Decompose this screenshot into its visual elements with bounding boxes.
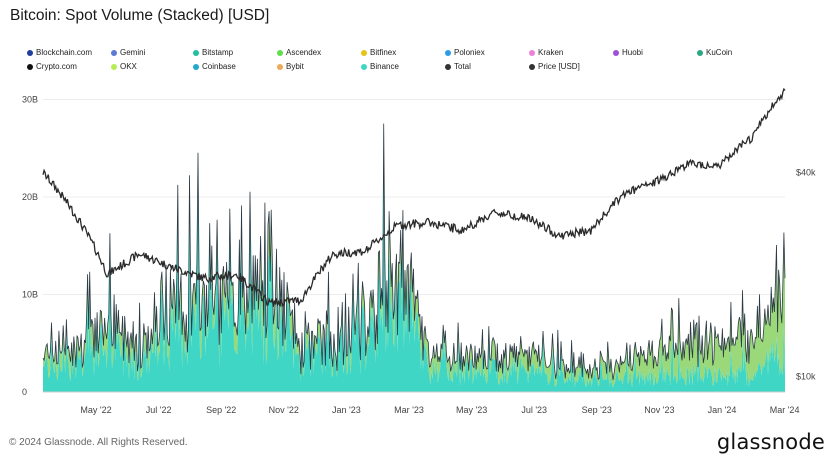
legend-dot-icon xyxy=(361,49,367,56)
series-others-area xyxy=(43,123,785,388)
legend-dot-icon xyxy=(27,49,33,56)
legend-item[interactable]: Huobi xyxy=(613,48,643,57)
legend-dot-icon xyxy=(445,49,451,56)
copyright-text: © 2024 Glassnode. All Rights Reserved. xyxy=(9,437,188,448)
legend-label: Kraken xyxy=(538,48,564,57)
x-tick-label: Mar '24 xyxy=(770,405,800,415)
legend-item[interactable]: Price [USD] xyxy=(529,62,580,71)
legend-label: Ascendex xyxy=(286,48,322,57)
legend-dot-icon xyxy=(193,49,199,56)
legend-dot-icon xyxy=(697,49,703,56)
legend-label: OKX xyxy=(120,62,137,71)
y-tick-label: 10B xyxy=(22,290,38,300)
legend-item[interactable]: OKX xyxy=(111,62,137,71)
x-tick-label: Nov '23 xyxy=(644,405,674,415)
legend-label: Huobi xyxy=(622,48,643,57)
x-tick-label: May '22 xyxy=(80,405,111,415)
legend-dot-icon xyxy=(361,63,367,70)
legend-item[interactable]: Crypto.com xyxy=(27,62,77,71)
legend-item[interactable]: KuCoin xyxy=(697,48,732,57)
legend-label: Bybit xyxy=(286,62,304,71)
legend-dot-icon xyxy=(529,49,535,56)
series-price-line xyxy=(42,87,786,308)
y-tick-label: 20B xyxy=(22,192,38,202)
x-tick-label: Sep '22 xyxy=(206,405,236,415)
legend-item[interactable]: Ascendex xyxy=(277,48,321,57)
glassnode-logo: glassnode xyxy=(716,430,825,454)
legend-item[interactable]: Coinbase xyxy=(193,62,236,71)
legend-label: Bitfinex xyxy=(370,48,397,57)
legend-dot-icon xyxy=(613,49,619,56)
x-tick-label: Jan '23 xyxy=(332,405,361,415)
x-tick-label: May '23 xyxy=(456,405,487,415)
legend-item[interactable]: Blockchain.com xyxy=(27,48,92,57)
legend-dot-icon xyxy=(277,63,283,70)
legend-item[interactable]: Kraken xyxy=(529,48,563,57)
series-total-line xyxy=(42,123,786,381)
legend-label: Coinbase xyxy=(202,62,236,71)
legend-dot-icon xyxy=(111,63,117,70)
legend-dot-icon xyxy=(27,63,33,70)
legend-dot-icon xyxy=(529,63,535,70)
x-tick-label: Sep '23 xyxy=(582,405,612,415)
legend-item[interactable]: Poloniex xyxy=(445,48,485,57)
legend-label: Total xyxy=(454,62,471,71)
legend-item[interactable]: Bitstamp xyxy=(193,48,233,57)
x-tick-label: Jul '23 xyxy=(521,405,547,415)
legend-dot-icon xyxy=(111,49,117,56)
legend-label: Binance xyxy=(370,62,399,71)
price-line xyxy=(42,87,786,308)
legend-label: Blockchain.com xyxy=(36,48,93,57)
x-tick-label: Jan '24 xyxy=(708,405,737,415)
y-tick-label: 30B xyxy=(22,95,38,105)
legend-label: Poloniex xyxy=(454,48,485,57)
legend-item[interactable]: Bybit xyxy=(277,62,304,71)
legend-label: Bitstamp xyxy=(202,48,234,57)
legend-label: KuCoin xyxy=(706,48,733,57)
x-tick-label: Mar '23 xyxy=(394,405,424,415)
stacked-area xyxy=(42,123,786,392)
chart-title: Bitcoin: Spot Volume (Stacked) [USD] xyxy=(10,7,270,24)
legend-label: Crypto.com xyxy=(36,62,77,71)
legend-dot-icon xyxy=(277,49,283,56)
y2-tick-label: $10k xyxy=(796,371,816,381)
legend-item[interactable]: Bitfinex xyxy=(361,48,396,57)
legend-label: Price [USD] xyxy=(538,62,580,71)
legend-item[interactable]: Binance xyxy=(361,62,399,71)
legend-item[interactable]: Gemini xyxy=(111,48,145,57)
y-tick-label: 0 xyxy=(22,387,27,397)
legend-dot-icon xyxy=(193,63,199,70)
x-tick-label: Nov '22 xyxy=(269,405,299,415)
axes: 0 10B 20B 30B $10k $40k May '22 Jul '22 Sep '22 N… xyxy=(22,95,816,416)
legend-item[interactable]: Total xyxy=(445,62,471,71)
legend-label: Gemini xyxy=(120,48,146,57)
x-tick-label: Jul '22 xyxy=(146,405,172,415)
legend-dot-icon xyxy=(445,63,451,70)
series-binance-area xyxy=(43,149,785,392)
y2-tick-label: $40k xyxy=(796,168,816,178)
